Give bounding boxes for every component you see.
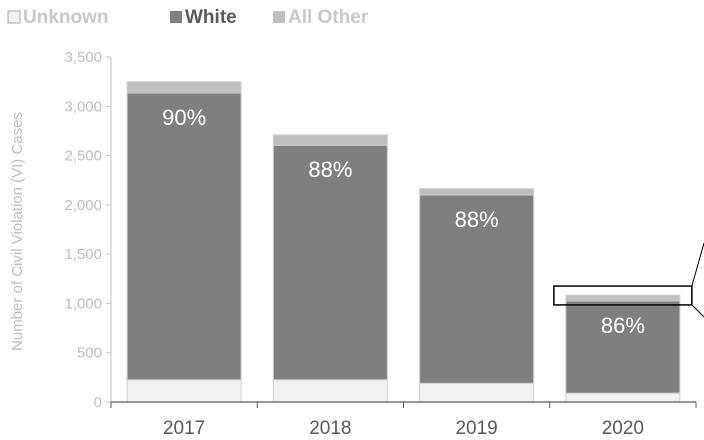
y-tick-label: 3,500 [64, 49, 102, 66]
legend-label-unknown: Unknown [23, 7, 109, 28]
legend-swatch-all-other [273, 11, 285, 23]
legend-swatch-white [170, 11, 182, 23]
y-axis-title: Number of Civil Violation (VI) Cases [9, 112, 26, 351]
y-tick-label: 1,000 [64, 295, 102, 312]
x-tick-label-2018: 2018 [309, 418, 351, 439]
x-tick-label-2020: 2020 [602, 418, 644, 439]
y-tick-label: 0 [94, 394, 102, 411]
y-tick-label: 2,000 [64, 197, 102, 214]
data-label-2018: 88% [308, 157, 352, 182]
bar-white-2018 [272, 144, 388, 381]
legend: Unknown White All Other [7, 7, 369, 28]
bars: 90% 88% 88% 86% [126, 81, 681, 403]
bar-all-other-2017 [126, 81, 242, 94]
legend-swatch-unknown [7, 10, 21, 24]
data-label-2019: 88% [455, 207, 499, 232]
legend-label-all-other: All Other [288, 7, 369, 28]
legend-label-white: White [185, 7, 237, 28]
bar-unknown-2018 [272, 379, 388, 403]
bar-group-2019: 88% [419, 188, 535, 403]
data-label-2017: 90% [162, 105, 206, 130]
bar-white-2020 [565, 300, 681, 394]
bar-all-other-2019 [419, 188, 535, 196]
y-tick-label: 3,000 [64, 98, 102, 115]
bar-unknown-2019 [419, 382, 535, 403]
bar-group-2018: 88% [272, 134, 388, 403]
bar-white-2017 [126, 92, 242, 381]
bar-unknown-2020 [565, 392, 681, 403]
bar-white-2019 [419, 194, 535, 384]
x-axis: 2017 2018 2019 2020 [110, 401, 697, 439]
x-tick-label-2017: 2017 [163, 418, 205, 439]
callout-line-upper [691, 242, 704, 287]
bar-unknown-2017 [126, 379, 242, 403]
data-label-2020: 86% [601, 313, 645, 338]
bar-all-other-2020 [565, 294, 681, 302]
y-axis: 0 500 1,000 1,500 2,000 2,500 3,000 3,500 Number… [9, 49, 112, 411]
bar-all-other-2018 [272, 134, 388, 146]
y-tick-label: 1,500 [64, 246, 102, 263]
callout-line-lower [691, 304, 704, 318]
bar-group-2020: 86% [565, 294, 681, 403]
y-tick-label: 2,500 [64, 148, 102, 165]
bar-group-2017: 90% [126, 81, 242, 403]
x-tick-label-2019: 2019 [455, 418, 497, 439]
highlight-callout [553, 242, 704, 318]
highlight-box [553, 285, 693, 306]
y-tick-label: 500 [77, 345, 102, 362]
